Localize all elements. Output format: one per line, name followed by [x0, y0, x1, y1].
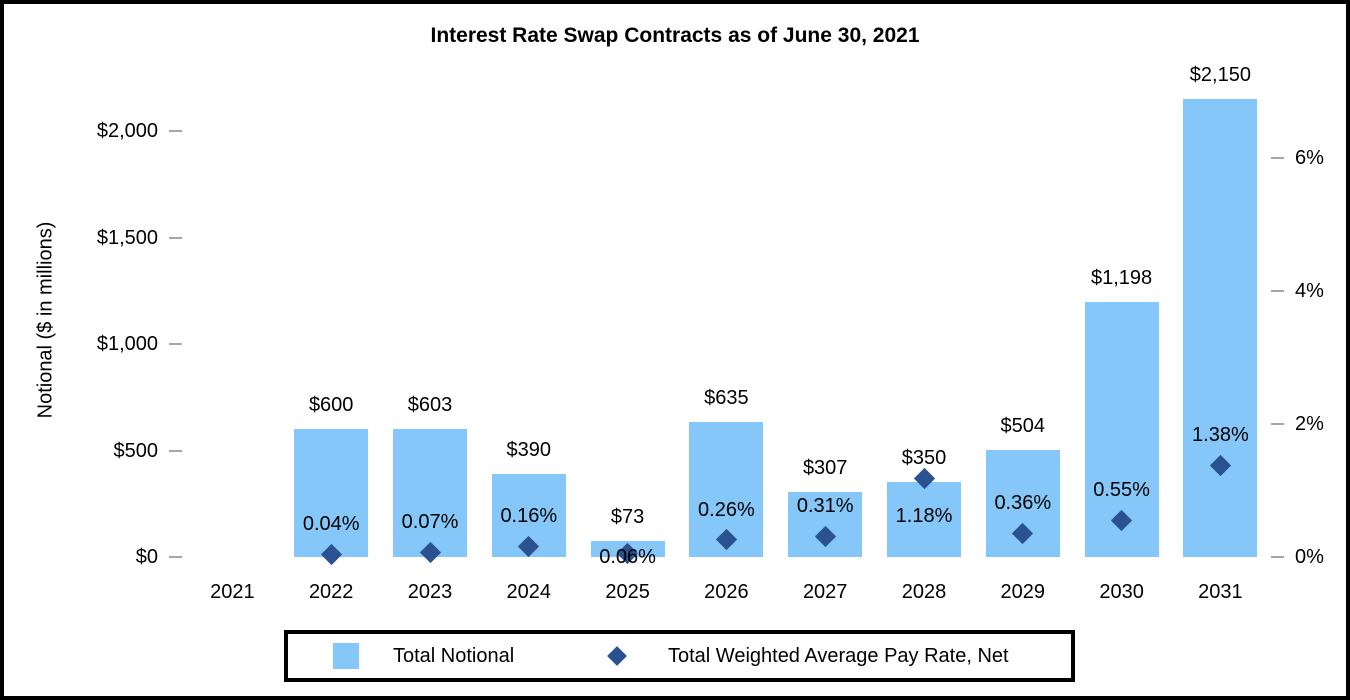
rate-label-2025: 0.06%	[599, 546, 656, 568]
bar-label-2024: $390	[506, 438, 552, 461]
chart-title: Interest Rate Swap Contracts as of June …	[430, 24, 920, 47]
bar-2022	[294, 429, 369, 557]
bar-label-2027: $307	[802, 456, 848, 479]
rate-label-2031: 1.38%	[1192, 424, 1249, 447]
right-axis-tick-label: 2%	[1295, 413, 1324, 435]
left-axis-tick-label: $2,000	[96, 120, 158, 142]
rate-label-2022: 0.04%	[302, 513, 360, 536]
bar-label-2025: $73	[610, 506, 645, 529]
x-tick-label-2029: 2029	[1000, 581, 1046, 603]
left-axis-tick	[169, 449, 182, 452]
x-tick-label-2030: 2030	[1099, 581, 1144, 603]
rate-label-2027: 0.31%	[796, 495, 854, 518]
rate-label-2023: 0.07%	[401, 511, 459, 534]
bar-2031	[1183, 99, 1258, 557]
bar-label-2022: $600	[308, 394, 354, 417]
x-tick-label-2021: 2021	[210, 581, 255, 603]
bar-label-2030: $1,198	[1091, 266, 1153, 289]
bar-2023	[393, 428, 467, 557]
left-axis-tick-label: $1,000	[96, 333, 158, 355]
legend-diamond-icon	[607, 646, 627, 666]
left-axis-tick-label: $500	[113, 439, 159, 462]
right-axis-tick-label: 4%	[1295, 280, 1324, 302]
x-tick-label-2025: 2025	[605, 581, 650, 603]
left-axis-title: Notional ($ in millions)	[34, 221, 57, 419]
x-tick-label-2022: 2022	[308, 581, 354, 603]
legend-label-pay-rate: Total Weighted Average Pay Rate, Net	[668, 645, 1009, 667]
bar-2028	[887, 482, 961, 557]
legend-bar-swatch	[333, 643, 359, 669]
x-tick-label-2027: 2027	[802, 581, 848, 603]
x-tick-label-2028: 2028	[901, 581, 947, 603]
x-tick-label-2024: 2024	[506, 581, 552, 603]
legend: Total Notional Total Weighted Average Pa…	[284, 630, 1075, 682]
rate-label-2030: 0.55%	[1093, 479, 1150, 502]
bar-label-2023: $603	[407, 393, 453, 416]
right-axis-tick	[1271, 157, 1284, 159]
x-tick-label-2023: 2023	[407, 581, 453, 603]
bar-label-2029: $504	[1000, 414, 1046, 437]
rate-label-2026: 0.26%	[698, 498, 755, 521]
left-axis-tick	[169, 130, 182, 132]
right-axis-tick	[1271, 290, 1284, 292]
bar-label-2028: $350	[901, 447, 947, 470]
left-axis-tick	[169, 236, 182, 239]
bar-label-2031: $2,150	[1189, 64, 1251, 87]
rate-label-2028: 1.18%	[895, 504, 953, 527]
right-axis-tick	[1271, 423, 1284, 425]
right-axis-tick-label: 0%	[1295, 546, 1324, 568]
rate-label-2024: 0.16%	[500, 505, 558, 528]
x-tick-label-2026: 2026	[704, 581, 749, 603]
left-axis-tick	[169, 556, 182, 558]
legend-label-total-notional: Total Notional	[393, 645, 515, 667]
right-axis-tick-label: 6%	[1295, 147, 1324, 169]
right-axis-tick	[1271, 556, 1284, 558]
x-tick-label-2031: 2031	[1198, 581, 1243, 603]
left-axis-tick	[169, 343, 182, 345]
bar-label-2026: $635	[704, 386, 749, 409]
left-axis-tick-label: $1,500	[96, 226, 158, 249]
left-axis-tick-label: $0	[135, 546, 158, 568]
rate-label-2029: 0.36%	[994, 492, 1052, 515]
